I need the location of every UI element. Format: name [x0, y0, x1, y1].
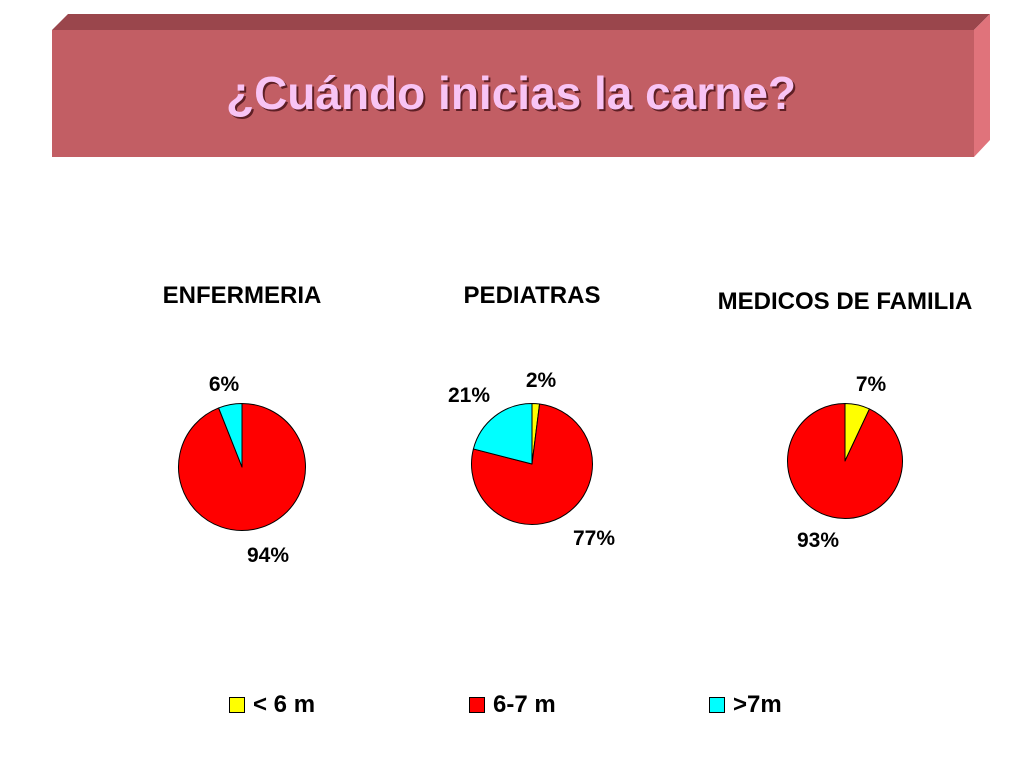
legend-swatch-cyan	[709, 697, 725, 713]
pie-slice-pediatras-mas-7m	[472, 403, 533, 465]
pie-title-medicos-de-familia: MEDICOS DE FAMILIA	[717, 288, 973, 315]
legend-label: < 6 m	[253, 691, 316, 718]
pie-chart-enfermeria	[178, 403, 306, 531]
pie-chart-pediatras	[471, 403, 593, 525]
slide-title: ¿Cuándo inicias la carne?	[225, 67, 797, 119]
legend-item-mas-7m: >7m	[709, 690, 782, 720]
legend-label: 6-7 m	[493, 691, 556, 718]
pie-label-pediatras-yellow: 2%	[525, 369, 557, 392]
pie-slice-enfermeria-mas-7m	[218, 403, 243, 468]
legend-item-6-7m: 6-7 m	[469, 690, 556, 720]
banner-top-face	[52, 14, 990, 30]
pie-slice-medicos-de-familia-6-7-m	[787, 403, 903, 519]
legend-item-menos-6m: < 6 m	[229, 690, 315, 720]
legend-swatch-red	[469, 697, 485, 713]
pie-label-medicos-red: 93%	[796, 529, 840, 552]
pie-label-medicos-yellow: 7%	[855, 373, 887, 396]
banner-front-face	[52, 30, 974, 157]
pie-label-pediatras-cyan: 21%	[447, 384, 491, 407]
title-banner	[52, 14, 990, 157]
legend-label: >7m	[733, 691, 782, 718]
banner-side-face	[974, 14, 990, 157]
pie-label-enfermeria-cyan: 6%	[208, 373, 240, 396]
pie-title-pediatras: PEDIATRAS	[463, 282, 601, 309]
pie-label-enfermeria-red: 94%	[246, 544, 290, 567]
pie-title-enfermeria: ENFERMERIA	[162, 282, 322, 309]
pie-chart-medicos-de-familia	[787, 403, 903, 519]
pie-label-pediatras-red: 77%	[572, 527, 616, 550]
legend-swatch-yellow	[229, 697, 245, 713]
